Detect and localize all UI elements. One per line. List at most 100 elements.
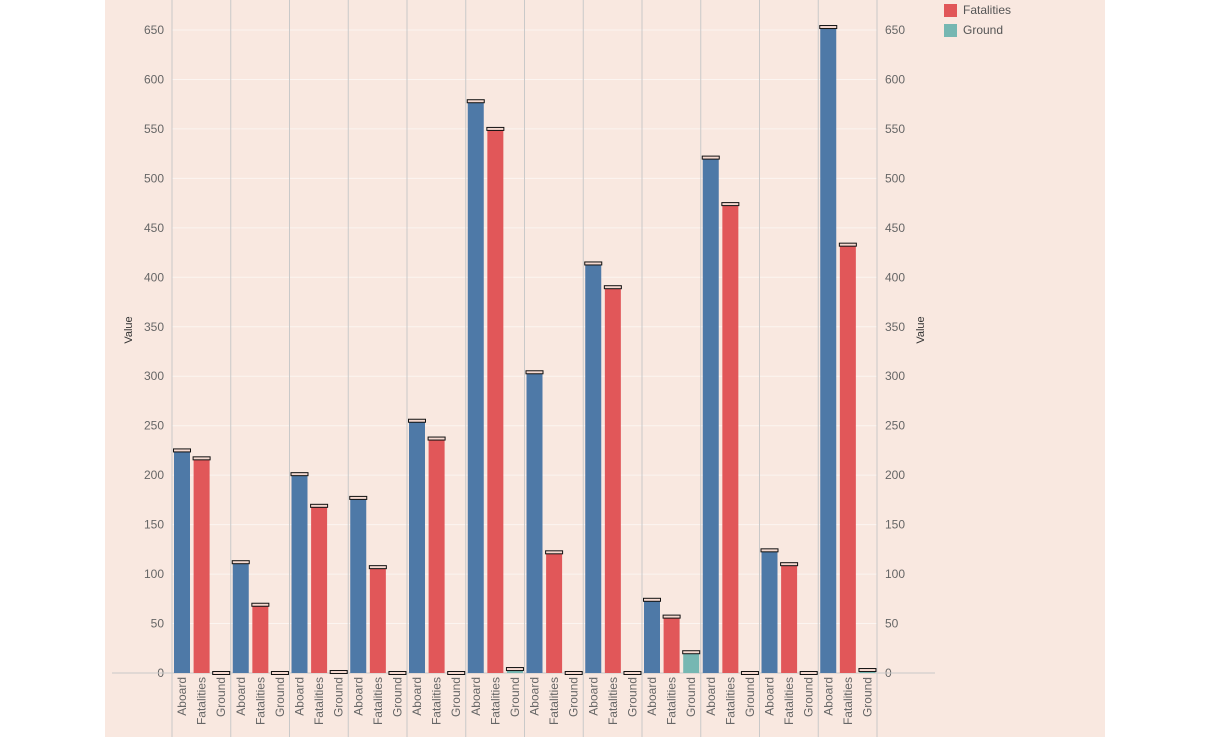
bar-cap-aboard bbox=[290, 472, 309, 477]
legend-item-ground[interactable]: Ground bbox=[944, 20, 1011, 40]
legend-swatch-fatalities bbox=[944, 3, 957, 17]
bar-aboard bbox=[291, 474, 308, 673]
x-tick-label: Fatalities bbox=[312, 677, 326, 725]
y-tick-label-left: 350 bbox=[144, 320, 164, 334]
bar-ground bbox=[683, 652, 700, 673]
bar-cap-ground bbox=[388, 671, 407, 675]
bar-cap-aboard bbox=[349, 495, 368, 500]
bar-aboard bbox=[232, 562, 249, 673]
bar-cap-aboard bbox=[231, 560, 250, 565]
y-tick-label-left: 100 bbox=[144, 567, 164, 581]
x-tick-label: Ground bbox=[332, 677, 346, 717]
x-tick-label: Fatalities bbox=[371, 677, 385, 725]
bar-fatalities bbox=[369, 567, 386, 673]
bar-cap-ground bbox=[212, 671, 231, 675]
bar-cap-ground bbox=[564, 671, 583, 675]
bar-cap-ground bbox=[447, 671, 466, 675]
bar-cap-fatalities bbox=[780, 562, 799, 567]
x-tick-label: Ground bbox=[214, 677, 228, 717]
bar-aboard bbox=[350, 497, 367, 673]
bar-cap-fatalities bbox=[192, 456, 211, 461]
bar-aboard bbox=[761, 550, 778, 673]
y-tick-label-right: 200 bbox=[885, 468, 905, 482]
x-tick-label: Ground bbox=[567, 677, 581, 717]
bar-aboard bbox=[526, 372, 543, 673]
x-tick-label: Ground bbox=[508, 677, 522, 717]
legend-item-fatalities[interactable]: Fatalities bbox=[944, 0, 1011, 20]
x-tick-label: Ground bbox=[625, 677, 639, 717]
bar-fatalities bbox=[193, 458, 210, 673]
x-tick-label: Ground bbox=[743, 677, 757, 717]
y-tick-label-right: 150 bbox=[885, 518, 905, 532]
y-tick-label-right: 350 bbox=[885, 320, 905, 334]
y-tick-label-left: 250 bbox=[144, 419, 164, 433]
x-tick-label: Aboard bbox=[351, 677, 365, 716]
bar-cap-aboard bbox=[408, 418, 426, 423]
bar-fatalities bbox=[839, 244, 856, 673]
x-tick-label: Ground bbox=[449, 677, 463, 717]
bar-fatalities bbox=[311, 505, 328, 673]
x-tick-label: Ground bbox=[684, 677, 698, 717]
bar-cap-aboard bbox=[819, 25, 838, 30]
y-tick-label-left: 50 bbox=[151, 617, 165, 631]
bar-cap-aboard bbox=[525, 370, 544, 375]
bar-aboard bbox=[174, 450, 190, 673]
x-tick-label: Aboard bbox=[704, 677, 718, 716]
y-tick-label-left: 200 bbox=[144, 468, 164, 482]
bar-fatalities bbox=[663, 616, 680, 673]
bar-cap-ground bbox=[505, 667, 524, 672]
x-tick-label: Fatalities bbox=[782, 677, 796, 725]
y-tick-label-left: 150 bbox=[144, 518, 164, 532]
x-tick-label: Fatalities bbox=[723, 677, 737, 725]
legend-label-ground: Ground bbox=[963, 23, 1004, 37]
bar-aboard bbox=[820, 27, 837, 674]
x-tick-label: Aboard bbox=[645, 677, 659, 716]
y-tick-label-right: 100 bbox=[885, 567, 905, 581]
bar-aboard bbox=[644, 599, 660, 673]
bar-cap-aboard bbox=[643, 597, 661, 602]
bar-cap-aboard bbox=[760, 548, 779, 553]
x-tick-label: Fatalities bbox=[488, 677, 502, 725]
bar-aboard bbox=[585, 263, 602, 673]
x-tick-label: Ground bbox=[273, 677, 287, 717]
x-tick-label: Fatalities bbox=[665, 677, 679, 725]
bar-fatalities bbox=[781, 564, 798, 673]
y-tick-label-left: 550 bbox=[144, 122, 164, 136]
x-tick-label: Aboard bbox=[821, 677, 835, 716]
y-tick-label-left: 300 bbox=[144, 369, 164, 383]
x-tick-label: Aboard bbox=[763, 677, 777, 716]
y-tick-label-right: 50 bbox=[885, 617, 899, 631]
bar-cap-ground bbox=[329, 670, 348, 675]
bar-fatalities bbox=[546, 552, 563, 673]
y-tick-label-right: 450 bbox=[885, 221, 905, 235]
bar-cap-aboard bbox=[173, 448, 191, 453]
bar-cap-fatalities bbox=[603, 285, 622, 290]
legend-label-fatalities: Fatalities bbox=[963, 3, 1012, 17]
x-tick-label: Fatalities bbox=[430, 677, 444, 725]
x-tick-label: Ground bbox=[390, 677, 404, 717]
x-tick-label: Aboard bbox=[234, 677, 248, 716]
x-tick-label: Aboard bbox=[528, 677, 542, 716]
bar-fatalities bbox=[604, 287, 621, 673]
bar-cap-fatalities bbox=[545, 550, 564, 555]
bar-aboard bbox=[409, 420, 425, 673]
bar-cap-aboard bbox=[701, 155, 720, 160]
bar-fatalities bbox=[252, 604, 269, 673]
legend-swatch-ground bbox=[944, 23, 957, 37]
x-tick-label: Aboard bbox=[293, 677, 307, 716]
bar-cap-fatalities bbox=[251, 602, 270, 607]
y-tick-label-left: 650 bbox=[144, 23, 164, 37]
bar-fatalities bbox=[428, 438, 445, 673]
y-tick-label-right: 500 bbox=[885, 171, 905, 185]
bar-cap-fatalities bbox=[310, 503, 329, 508]
y-tick-label-right: 250 bbox=[885, 419, 905, 433]
x-tick-label: Fatalities bbox=[547, 677, 561, 725]
y-tick-label-left: 450 bbox=[144, 221, 164, 235]
y-tick-label-right: 300 bbox=[885, 369, 905, 383]
bar-cap-ground bbox=[740, 671, 759, 675]
bar-cap-ground bbox=[623, 671, 642, 675]
bar-cap-ground bbox=[682, 650, 701, 655]
x-tick-label: Fatalities bbox=[195, 677, 209, 725]
bar-aboard bbox=[467, 101, 484, 674]
